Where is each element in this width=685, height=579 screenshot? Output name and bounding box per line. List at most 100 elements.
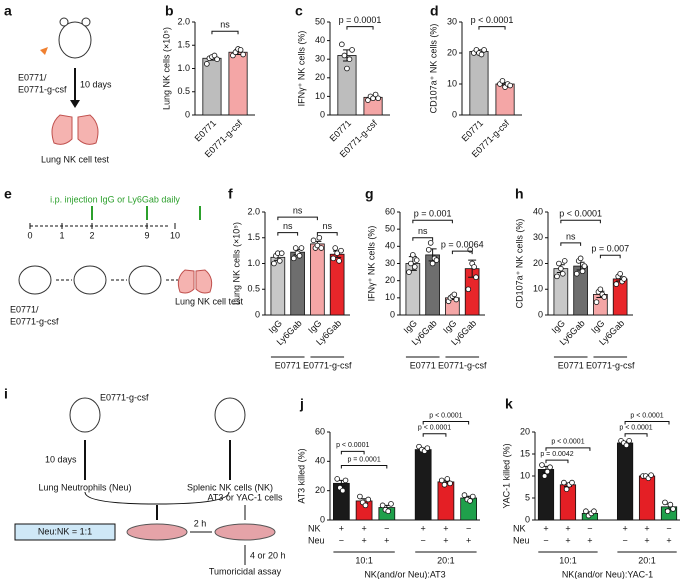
panel-letter: k: [505, 396, 513, 412]
comparison-bracket: [346, 26, 374, 30]
data-point: [541, 473, 548, 479]
data-point: [662, 499, 668, 506]
y-tick-label: 0: [320, 109, 325, 119]
diagram-label: 2 h: [194, 518, 207, 528]
y-tick-label: 0: [390, 309, 395, 319]
y-tick-label: 40: [315, 456, 325, 466]
comparison-bracket: [340, 450, 365, 455]
diagram-label: Tumoricidal assay: [209, 566, 282, 576]
data-point: [478, 51, 485, 58]
y-tick-label: 0: [320, 514, 325, 524]
bar: [310, 243, 325, 316]
row-sign: +: [339, 523, 344, 533]
diagram-i: [14, 397, 276, 565]
data-point: [346, 56, 353, 62]
annotation: p = 0.0001: [347, 456, 380, 463]
comparison-bracket: [422, 433, 447, 437]
data-point: [424, 445, 431, 451]
data-point: [330, 255, 337, 262]
data-point: [583, 508, 589, 515]
y-tick-label: 20: [385, 275, 395, 285]
y-tick-label: 0: [538, 309, 543, 319]
y-axis-label: AT3 killed (%): [296, 448, 306, 503]
annotation: p < 0.0001: [619, 425, 652, 432]
data-point: [451, 291, 458, 298]
diagram-label: 4 or 20 h: [250, 550, 286, 560]
diagram-label: Lung NK cell test: [175, 296, 244, 306]
y-tick-label: 10: [385, 292, 395, 302]
data-point: [648, 472, 654, 478]
panel-letter: h: [515, 186, 524, 202]
data-point: [271, 260, 277, 267]
data-point: [544, 468, 551, 475]
data-point: [664, 508, 671, 515]
data-point: [569, 479, 575, 486]
data-point: [561, 479, 567, 486]
diagram-label: E0771-g-csf: [18, 84, 67, 94]
x-axis-label: NK(and/or Neu):AT3: [364, 569, 445, 579]
data-point: [413, 257, 420, 263]
bar: [414, 449, 432, 521]
data-point: [362, 502, 369, 509]
timeline-label: 1: [59, 230, 64, 240]
panel-letter: j: [299, 396, 304, 412]
bar: [437, 481, 455, 521]
data-point: [336, 258, 342, 264]
annotation: p < 0.0001: [471, 15, 514, 25]
data-point: [427, 240, 434, 246]
data-point: [581, 263, 588, 269]
y-tick-label: 1.5: [177, 40, 190, 50]
row-sign: +: [666, 535, 671, 545]
comparison-bracket: [316, 232, 338, 236]
group-label: E0771-g-csf: [438, 360, 487, 370]
row-sign: +: [384, 535, 389, 545]
data-point: [453, 296, 460, 303]
data-point: [573, 270, 580, 277]
y-tick-label: 0: [452, 109, 457, 119]
row-sign: +: [543, 523, 548, 533]
diagram-label: Lung NK cell test: [41, 154, 110, 164]
y-tick-label: 60: [315, 426, 325, 436]
group-label: 10:1: [355, 555, 373, 565]
data-point: [385, 508, 392, 515]
data-point: [471, 264, 477, 270]
data-point: [579, 268, 586, 275]
syringe: [40, 47, 48, 55]
diagram-label: i.p. injection IgG or Ly6Gab daily: [50, 194, 180, 204]
row-sign: +: [565, 535, 570, 545]
data-point: [276, 258, 283, 264]
y-axis-label: CD107a⁺ NK cells (%): [514, 219, 524, 309]
group-label: E0771: [275, 360, 301, 370]
timeline-label: 9: [144, 230, 149, 240]
comparison-bracket: [277, 232, 299, 236]
data-point: [296, 252, 303, 259]
data-point: [406, 269, 412, 275]
data-point: [441, 481, 448, 488]
panel-letter: b: [165, 3, 174, 19]
data-point: [507, 82, 513, 89]
row-sign: +: [361, 523, 366, 533]
y-tick-label: 40: [385, 241, 395, 251]
row-sign: −: [666, 523, 671, 533]
row-sign: −: [587, 523, 592, 533]
y-tick-label: 20: [315, 485, 325, 495]
group-label: 20:1: [437, 555, 455, 565]
data-point: [473, 274, 479, 281]
y-tick-label: 30: [533, 232, 543, 242]
diagram-label: AT3 or YAC-1 cells: [207, 492, 283, 502]
y-tick-label: 1.5: [247, 232, 260, 242]
y-tick-label: 50: [315, 16, 325, 26]
dish: [126, 523, 188, 541]
y-tick-label: 40: [533, 206, 543, 216]
data-point: [411, 264, 418, 270]
y-tick-label: 1.0: [177, 63, 190, 73]
diagram-e: [18, 206, 213, 295]
data-point: [559, 270, 566, 277]
mouse: [73, 265, 107, 295]
data-point: [563, 486, 570, 493]
data-point: [408, 260, 414, 267]
panel-letter: a: [4, 3, 12, 19]
y-tick-label: 50: [385, 224, 395, 234]
data-point: [344, 65, 350, 72]
y-tick-label: 20: [315, 72, 325, 82]
